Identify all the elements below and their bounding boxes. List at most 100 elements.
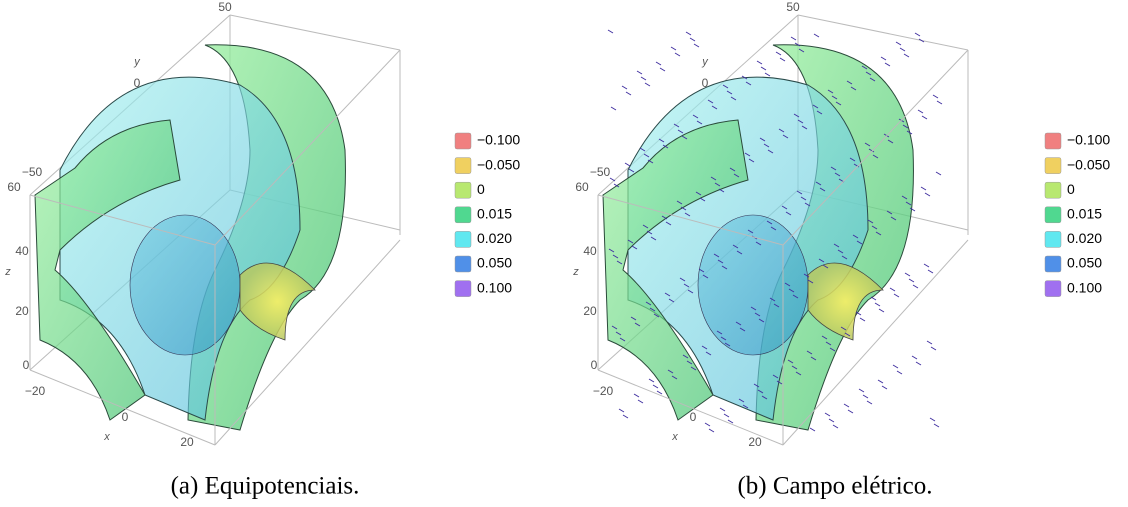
field-arrow (709, 429, 714, 432)
field-arrow (925, 193, 930, 196)
z-axis-label: z (4, 266, 11, 278)
field-arrow (791, 37, 796, 40)
field-arrow (690, 38, 695, 41)
field-arrow (608, 30, 613, 33)
y-tick-label: −50 (22, 165, 43, 179)
field-arrow (913, 285, 918, 288)
field-arrow (909, 279, 914, 282)
legend-label: −0.100 (477, 132, 520, 148)
x-tick-label: 0 (122, 410, 129, 424)
field-arrow (937, 101, 942, 104)
x-tick-label: 20 (748, 435, 762, 449)
field-arrow (928, 270, 933, 273)
field-arrow (638, 400, 643, 403)
z-tick-label: 60 (575, 180, 589, 194)
field-arrow (724, 414, 729, 417)
field-arrow (912, 356, 917, 359)
legend-swatch (455, 182, 471, 198)
field-arrow (765, 73, 770, 76)
field-arrow (810, 428, 815, 431)
field-arrow (705, 423, 710, 426)
field-arrow (761, 67, 766, 70)
legend-swatch (455, 207, 471, 223)
z-tick-label: 40 (15, 244, 29, 258)
x-tick-label: −20 (593, 384, 614, 398)
y-tick-label: 0 (134, 76, 141, 90)
figure: 50 0 −50 y 60 40 20 0 z −20 0 20 x −0.100 −0.050 0 0.015… (0, 0, 1128, 507)
plot-3d: 500−50y6040200z−20020x (4, 0, 400, 449)
legend-label: 0.015 (477, 206, 512, 222)
legend-label: 0.020 (1067, 230, 1102, 246)
field-arrow (641, 77, 646, 80)
field-arrow (882, 386, 887, 389)
legend-swatch (455, 231, 471, 247)
box-edge (798, 15, 968, 50)
field-arrow (931, 347, 936, 350)
field-arrow (916, 362, 921, 365)
field-arrow (675, 53, 680, 56)
legend-swatch (1045, 133, 1061, 149)
legend-swatch (1045, 207, 1061, 223)
field-arrow (859, 389, 864, 392)
field-arrow (863, 395, 868, 398)
legend-label: 0 (477, 181, 485, 197)
field-arrow (897, 371, 902, 374)
field-arrow (694, 44, 699, 47)
legend-swatch (1045, 231, 1061, 247)
y-tick-label: −50 (590, 165, 611, 179)
x-axis-label: x (103, 431, 110, 443)
z-tick-label: 20 (583, 304, 597, 318)
field-arrow (844, 404, 849, 407)
x-tick-label: 20 (180, 435, 194, 449)
field-arrow (649, 379, 654, 382)
field-arrow (611, 107, 616, 110)
legend-swatch (1045, 256, 1061, 272)
field-arrow (660, 68, 665, 71)
field-arrow (905, 273, 910, 276)
field-arrow (896, 42, 901, 45)
field-arrow (871, 297, 876, 300)
x-tick-label: −20 (25, 384, 46, 398)
field-arrow (875, 303, 880, 306)
field-arrow (626, 92, 631, 95)
field-arrow (934, 424, 939, 427)
field-arrow (915, 33, 920, 36)
field-arrow (918, 110, 923, 113)
legend-label: 0.050 (477, 255, 512, 271)
y-tick-label: 50 (218, 0, 232, 14)
legend-label: 0 (1067, 181, 1075, 197)
field-arrow (879, 309, 884, 312)
legend-label: 0.050 (1067, 255, 1102, 271)
field-arrow (656, 62, 661, 65)
field-arrow (885, 63, 890, 66)
legend-label: −0.100 (1067, 132, 1110, 148)
z-tick-label: 0 (591, 358, 598, 372)
field-arrow (619, 409, 624, 412)
legend-label: −0.050 (1067, 156, 1110, 172)
y-axis-label: y (133, 56, 141, 68)
y-axis-label: y (701, 56, 709, 68)
field-arrow (930, 418, 935, 421)
field-arrow (936, 172, 941, 175)
caption: (a) Equipotenciais. (171, 473, 360, 500)
legend-label: 0.100 (477, 279, 512, 295)
field-arrow (671, 47, 676, 50)
field-arrow (657, 391, 662, 394)
field-arrow (921, 187, 926, 190)
field-arrow (881, 57, 886, 60)
field-arrow (894, 294, 899, 297)
y-tick-label: 50 (786, 0, 800, 14)
field-arrow (634, 394, 639, 397)
field-arrow (780, 58, 785, 61)
field-arrow (637, 71, 642, 74)
legend-label: 0.020 (477, 230, 512, 246)
x-axis-label: x (671, 431, 678, 443)
caption: (b) Campo elétrico. (737, 473, 932, 500)
z-axis-label: z (572, 266, 579, 278)
field-arrow (848, 410, 853, 413)
field-arrow (900, 48, 905, 51)
field-arrow (927, 341, 932, 344)
legend-label: −0.050 (477, 156, 520, 172)
legend-label: 0.015 (1067, 206, 1102, 222)
legend-swatch (1045, 182, 1061, 198)
